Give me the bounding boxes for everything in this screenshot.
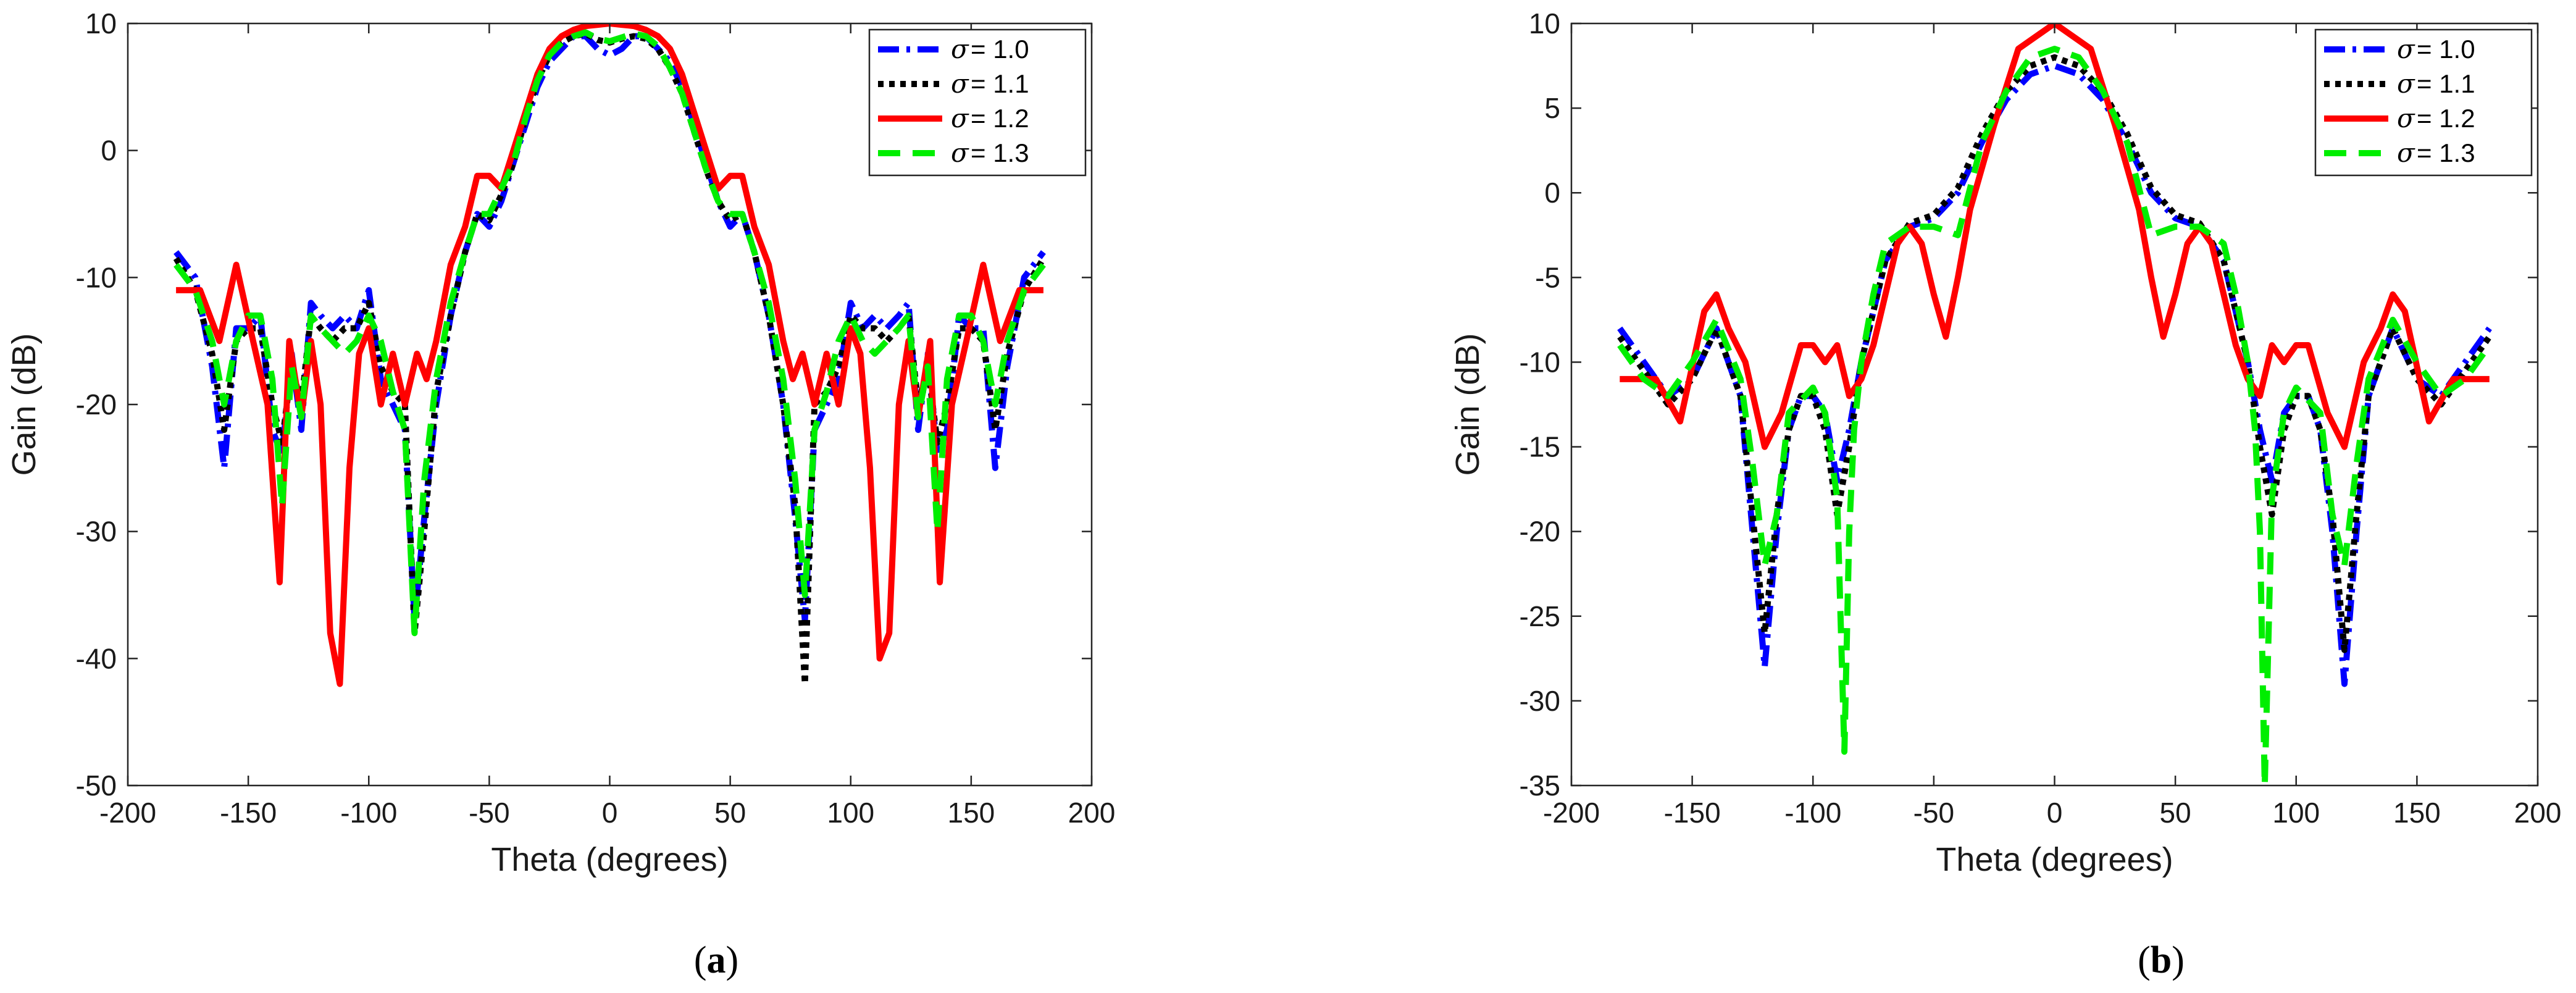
- panel-a: -200 -150 -100 -50 0 50 100 150 200-50-40-30-20-…: [6, 7, 1115, 981]
- y-tick-label: 0: [1544, 177, 1560, 209]
- legend-sigma: σ: [2397, 103, 2415, 133]
- y-tick-label: 0: [101, 135, 117, 167]
- y-tick-label: -35: [1520, 769, 1560, 802]
- series-line-3: [176, 23, 1043, 687]
- legend-sigma: σ: [2397, 138, 2415, 168]
- legend-sigma: σ: [2397, 69, 2415, 99]
- series-line-1: [174, 33, 1046, 624]
- y-tick-label: -20: [76, 388, 117, 421]
- legend-value: = 1.2: [971, 104, 1029, 133]
- y-tick-label: -10: [1520, 346, 1560, 378]
- legend-value: = 1.1: [971, 69, 1029, 98]
- y-axis-label: Gain (dB): [1449, 333, 1486, 476]
- series-line-4: [174, 29, 1046, 637]
- legend-value: = 1.3: [2417, 138, 2475, 167]
- panel-label: (a): [694, 939, 738, 981]
- y-tick-label: 10: [85, 7, 117, 40]
- legend-sigma: σ: [951, 69, 969, 99]
- legend-value: = 1.1: [2417, 69, 2475, 98]
- legend-value: = 1.0: [971, 35, 1029, 64]
- x-axis-label: Theta (degrees): [491, 841, 728, 878]
- x-tick-label: -200: [1543, 797, 1600, 829]
- x-tick-label: 150: [2393, 797, 2441, 829]
- series-line-4: [1617, 46, 2492, 786]
- series-group: [1617, 23, 2492, 786]
- panel-label: (b): [2138, 939, 2185, 981]
- x-tick-label: -100: [340, 797, 397, 829]
- y-tick-label: 5: [1544, 92, 1560, 124]
- x-tick-label: 50: [2160, 797, 2191, 829]
- x-tick-label: 100: [827, 797, 874, 829]
- legend-sigma: σ: [951, 138, 969, 168]
- x-tick-label: -150: [1664, 797, 1721, 829]
- series-line-3: [1620, 23, 2490, 450]
- y-tick-label: -40: [76, 642, 117, 674]
- y-tick-label: -10: [76, 261, 117, 293]
- x-tick-label: -50: [1913, 797, 1954, 829]
- legend-value: = 1.2: [2417, 104, 2475, 133]
- legend: σ = 1.0σ = 1.1σ = 1.2σ = 1.3: [868, 28, 1087, 177]
- y-tick-label: -30: [76, 516, 117, 548]
- legend-box: [868, 28, 1087, 177]
- x-tick-label: -100: [1784, 797, 1841, 829]
- y-tick-label: -5: [1535, 261, 1560, 293]
- legend-sigma: σ: [951, 34, 969, 64]
- x-tick-label: 200: [1068, 797, 1116, 829]
- y-tick-label: -25: [1520, 600, 1560, 632]
- y-tick-label: -30: [1520, 685, 1560, 717]
- y-tick-label: -15: [1520, 431, 1560, 463]
- legend-sigma: σ: [2397, 34, 2415, 64]
- x-tick-label: 150: [948, 797, 995, 829]
- panel-b: -200 -150 -100 -50 0 50 100 150 200-35-30-25-20-…: [1449, 7, 2561, 981]
- legend-value: = 1.3: [971, 138, 1029, 167]
- y-tick-label: -50: [76, 769, 117, 802]
- legend-box: [2314, 28, 2533, 177]
- x-tick-label: 0: [602, 797, 618, 829]
- legend-value: = 1.0: [2417, 35, 2475, 64]
- y-tick-label: 10: [1529, 7, 1560, 40]
- y-tick-label: -20: [1520, 516, 1560, 548]
- x-tick-label: 0: [2047, 797, 2063, 829]
- x-tick-label: -150: [220, 797, 277, 829]
- x-tick-label: 200: [2514, 797, 2562, 829]
- x-axis-label: Theta (degrees): [1936, 841, 2173, 878]
- x-tick-label: 50: [714, 797, 746, 829]
- legend: σ = 1.0σ = 1.1σ = 1.2σ = 1.3: [2314, 28, 2533, 177]
- x-tick-label: -50: [469, 797, 509, 829]
- legend-sigma: σ: [951, 103, 969, 133]
- series-line-1: [1617, 62, 2492, 687]
- x-tick-label: 100: [2272, 797, 2320, 829]
- y-axis-label: Gain (dB): [6, 333, 43, 476]
- x-tick-label: -200: [99, 797, 156, 829]
- series-group: [173, 23, 1047, 687]
